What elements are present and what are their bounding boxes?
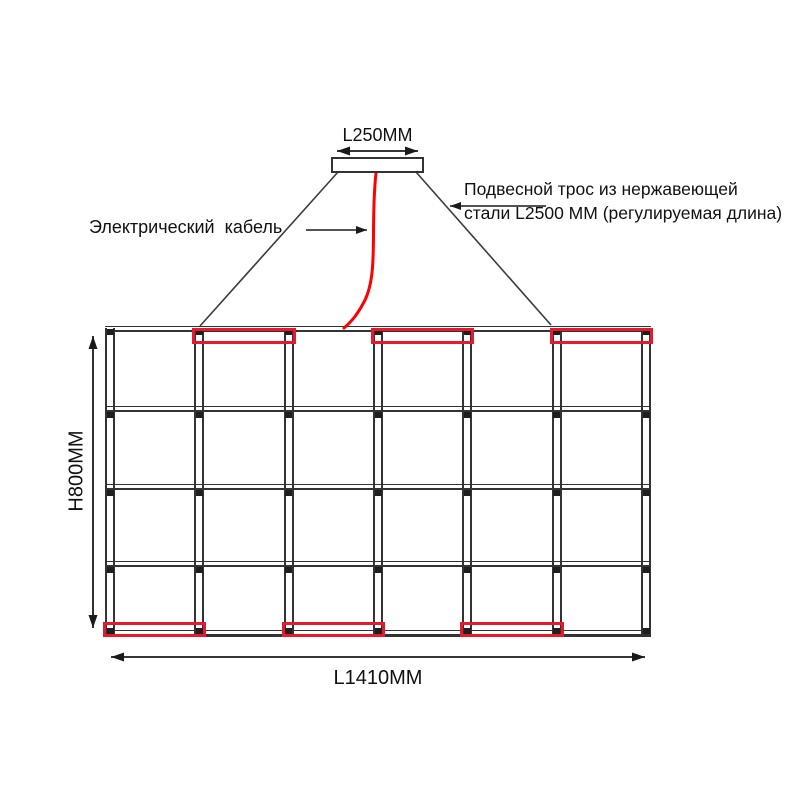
connector-block: [195, 567, 203, 573]
connector-block: [642, 490, 650, 496]
connector-block: [463, 412, 471, 418]
connector-block: [553, 412, 561, 418]
connector-block: [106, 412, 114, 418]
connector-block: [553, 567, 561, 573]
canopy-width-label: L250MM: [342, 125, 413, 145]
connector-block: [106, 628, 114, 634]
connector-block: [463, 628, 471, 634]
frame-height-label: H800MM: [65, 430, 88, 512]
frame-post: [105, 328, 115, 637]
connector-block: [553, 490, 561, 496]
connector-block: [553, 329, 561, 335]
connector-block: [374, 412, 382, 418]
frame-post: [194, 328, 205, 637]
frame-rail: [105, 484, 651, 490]
power-cable: [342, 171, 378, 330]
connector-block: [106, 329, 114, 335]
connector-block: [285, 412, 293, 418]
connector-block: [463, 329, 471, 335]
red-segment-top: [371, 328, 475, 344]
connector-block: [195, 329, 203, 335]
frame-post: [462, 328, 473, 637]
frame-post: [641, 328, 651, 637]
ceiling-canopy: [331, 157, 424, 173]
connector-block: [285, 490, 293, 496]
suspension-cable-right: [415, 171, 552, 326]
connector-block: [285, 567, 293, 573]
connector-block: [463, 490, 471, 496]
frame-post: [283, 328, 294, 637]
suspension-label-line2: стали L2500 ММ (регулируемая длина): [464, 203, 783, 223]
connector-block: [374, 490, 382, 496]
connector-block: [374, 329, 382, 335]
suspension-cable-left: [199, 171, 339, 327]
connector-block: [642, 628, 650, 634]
frame-length-label: L1410MM: [333, 667, 423, 689]
connector-block: [195, 628, 203, 634]
connector-block: [642, 329, 650, 335]
connector-block: [642, 412, 650, 418]
connector-block: [106, 567, 114, 573]
connector-block: [195, 490, 203, 496]
connector-block: [463, 567, 471, 573]
connector-block: [285, 628, 293, 634]
connector-block: [642, 567, 650, 573]
red-segment-top: [549, 328, 653, 344]
frame-rail: [105, 406, 651, 412]
electric-cable-label: Электрический кабель: [89, 217, 283, 237]
connector-block: [374, 628, 382, 634]
connector-block: [285, 329, 293, 335]
red-segment-bottom: [103, 622, 207, 637]
red-segment-top: [192, 328, 296, 344]
frame-post: [551, 328, 562, 637]
suspension-label-line1: Подвесной трос из нержавеющей: [464, 179, 738, 199]
connector-block: [106, 490, 114, 496]
connector-block: [553, 628, 561, 634]
frame-post: [373, 328, 383, 637]
connector-block: [195, 412, 203, 418]
red-segment-bottom: [460, 622, 564, 637]
red-segment-bottom: [281, 622, 385, 637]
connector-block: [374, 567, 382, 573]
frame-rail: [105, 561, 651, 567]
